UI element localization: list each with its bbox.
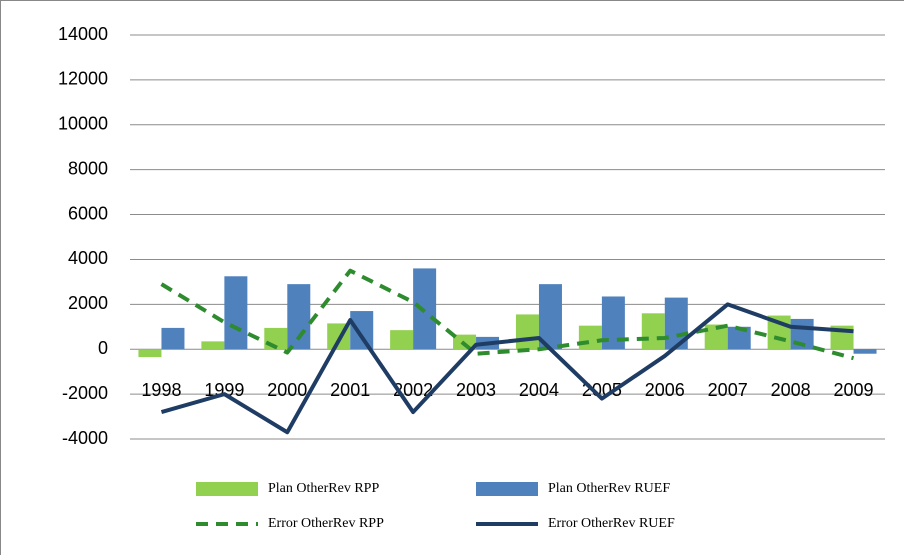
bar [390, 330, 414, 350]
y-tick-label: -2000 [62, 383, 108, 403]
y-tick-label: -4000 [62, 428, 108, 448]
legend-label: Error OtherRev RPP [268, 516, 384, 531]
bar [224, 276, 248, 350]
x-tick-label: 2001 [330, 380, 370, 400]
legend-swatch [476, 482, 538, 496]
bar [578, 325, 602, 350]
y-tick-label: 0 [98, 338, 108, 358]
bar [601, 296, 625, 350]
y-tick-label: 4000 [68, 248, 108, 268]
x-tick-label: 2009 [834, 380, 874, 400]
y-tick-label: 2000 [68, 293, 108, 313]
bar [161, 327, 185, 350]
x-tick-label: 2008 [771, 380, 811, 400]
bar [138, 349, 162, 358]
line-series [160, 268, 855, 361]
bar [641, 313, 665, 350]
bar [350, 311, 374, 350]
x-tick-label: 2004 [519, 380, 559, 400]
legend-label: Plan OtherRev RPP [268, 481, 379, 496]
x-tick-label: 2000 [267, 380, 307, 400]
line-series [160, 302, 854, 435]
bar [413, 268, 437, 350]
y-tick-label: 8000 [68, 158, 108, 178]
bar [538, 284, 562, 350]
bar [704, 324, 728, 350]
bar [515, 314, 539, 350]
x-tick-label: 2006 [645, 380, 685, 400]
y-tick-label: 14000 [58, 24, 108, 44]
legend-label: Plan OtherRev RUEF [548, 481, 670, 496]
bar [727, 326, 751, 350]
legend-label: Error OtherRev RUEF [548, 516, 675, 531]
x-tick-label: 1998 [141, 380, 181, 400]
x-tick-label: 2005 [582, 380, 622, 400]
y-tick-label: 10000 [58, 114, 108, 134]
y-tick-label: 6000 [68, 203, 108, 223]
y-tick-label: 12000 [58, 69, 108, 89]
x-tick-label: 2003 [456, 380, 496, 400]
bar [201, 341, 225, 350]
bar [853, 349, 877, 354]
legend-swatch [196, 482, 258, 496]
x-tick-label: 2007 [708, 380, 748, 400]
